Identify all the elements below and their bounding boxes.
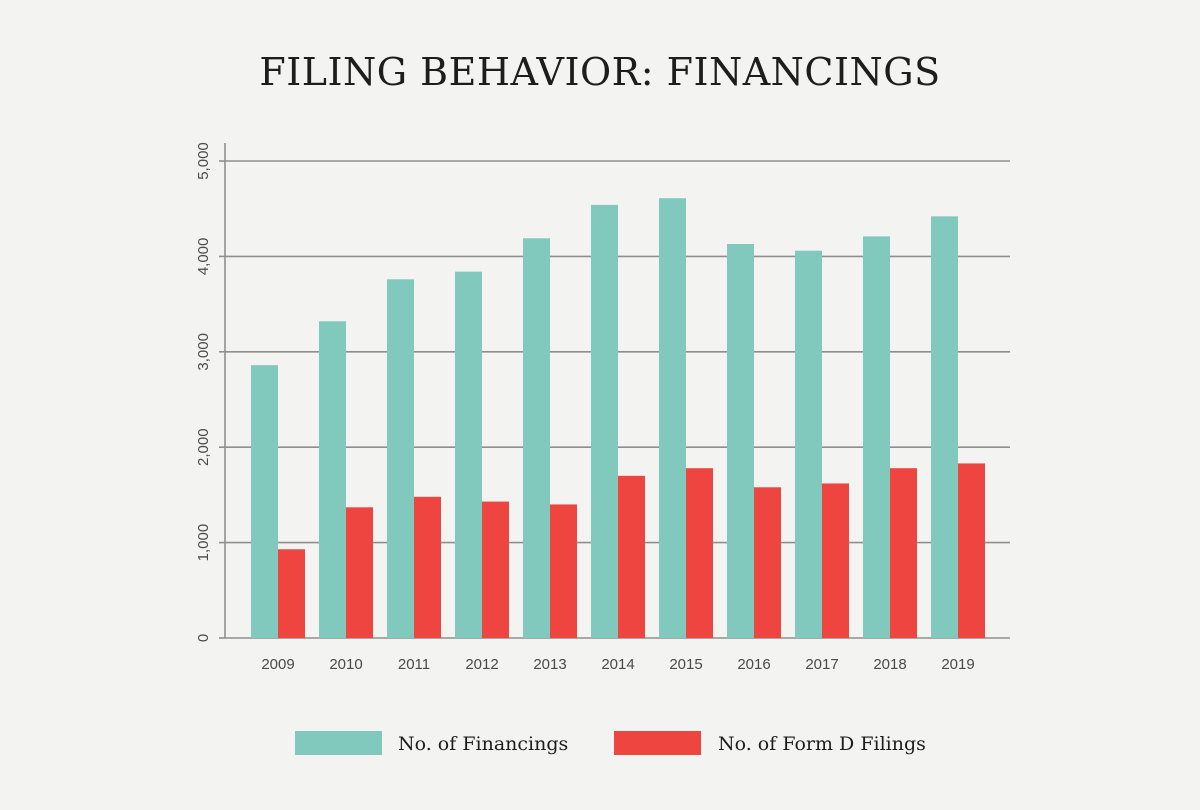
bar-financings xyxy=(387,279,414,638)
bar-form-d-filings xyxy=(346,507,373,638)
y-tick-label: 0 xyxy=(195,634,212,642)
bar-financings xyxy=(591,204,618,638)
y-tick-labels: 0 1,000 2,000 3,000 4,000 5,000 xyxy=(195,142,212,642)
x-tick-label: 2012 xyxy=(465,656,498,673)
bar-financings xyxy=(251,365,278,638)
bar-financings xyxy=(863,236,890,638)
x-tick-label: 2019 xyxy=(941,656,974,673)
bar-financings xyxy=(319,321,346,638)
x-tick-label: 2010 xyxy=(329,656,362,673)
bar-form-d-filings xyxy=(754,487,781,638)
x-tick-label: 2011 xyxy=(398,656,430,673)
x-tick-label: 2016 xyxy=(737,656,770,673)
y-tick-label: 3,000 xyxy=(195,333,212,371)
legend-label: No. of Financings xyxy=(398,733,568,755)
x-tick-label: 2014 xyxy=(601,656,634,673)
x-tick-labels: 2009 2010 2011 2012 2013 2014 2015 2016 2017 2018… xyxy=(261,656,974,673)
x-tick-label: 2009 xyxy=(261,656,294,673)
bar-form-d-filings xyxy=(550,504,577,638)
bar-form-d-filings xyxy=(618,475,645,638)
bar-form-d-filings xyxy=(822,483,849,638)
y-tick-label: 2,000 xyxy=(195,428,212,466)
bars xyxy=(251,198,985,639)
legend: No. of Financings No. of Form D Filings xyxy=(295,731,926,755)
bar-financings xyxy=(659,198,686,638)
y-tick-label: 1,000 xyxy=(195,524,212,562)
legend-swatch xyxy=(295,731,382,755)
bar-form-d-filings xyxy=(482,501,509,638)
x-tick-label: 2015 xyxy=(669,656,702,673)
x-tick-label: 2013 xyxy=(533,656,566,673)
bar-form-d-filings xyxy=(278,549,305,638)
x-tick-label: 2017 xyxy=(805,656,838,673)
bar-form-d-filings xyxy=(958,463,985,638)
legend-label: No. of Form D Filings xyxy=(718,733,926,755)
bar-financings xyxy=(727,243,754,639)
chart-title: FILING BEHAVIOR: FINANCINGS xyxy=(259,50,941,94)
y-tick-label: 4,000 xyxy=(195,238,212,276)
bar-form-d-filings xyxy=(890,468,917,638)
x-tick-label: 2018 xyxy=(873,656,906,673)
bar-financings xyxy=(455,271,482,638)
bar-financings xyxy=(931,216,958,638)
bar-form-d-filings xyxy=(686,468,713,638)
legend-swatch xyxy=(614,731,701,755)
bar-financings xyxy=(795,250,822,638)
bar-financings xyxy=(523,238,550,639)
y-tick-label: 5,000 xyxy=(195,142,212,180)
bar-form-d-filings xyxy=(414,496,441,638)
